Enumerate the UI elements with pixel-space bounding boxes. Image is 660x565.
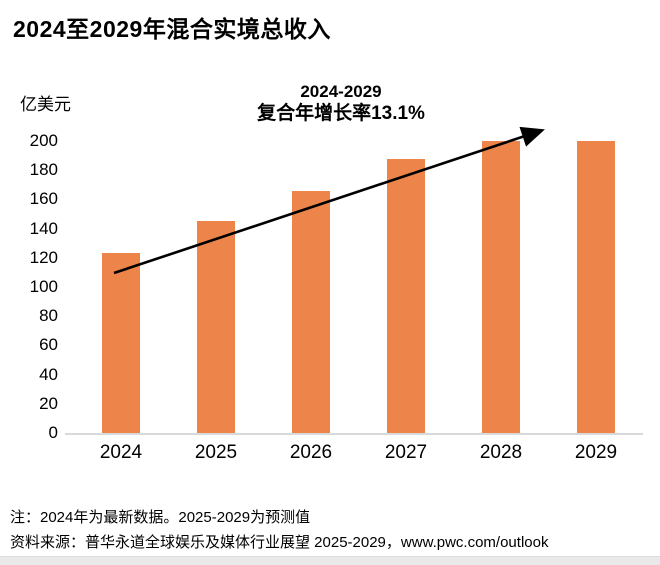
x-tick-label-2029: 2029 — [574, 442, 618, 463]
y-tick-label-80: 80 — [39, 306, 58, 326]
bar-2025 — [197, 221, 235, 433]
x-tick-label-2025: 2025 — [194, 442, 238, 463]
bar-2029 — [577, 141, 615, 433]
bar-2028 — [482, 141, 520, 433]
bar-2027 — [387, 158, 425, 433]
x-axis-baseline — [65, 433, 643, 435]
cagr-annotation-rate: 复合年增长率13.1% — [257, 103, 425, 124]
cagr-annotation-period: 2024-2029 — [300, 82, 382, 101]
x-tick-label-2024: 2024 — [99, 442, 143, 463]
y-tick-label-140: 140 — [29, 218, 58, 238]
y-tick-label-160: 160 — [29, 189, 58, 209]
y-tick-label-200: 200 — [29, 131, 58, 150]
cagr-annotation: 2024-2029 复合年增长率13.1% — [221, 82, 461, 125]
y-tick-label-100: 100 — [29, 277, 58, 296]
bar-2026 — [292, 190, 330, 433]
x-tick-label-2026: 2026 — [289, 442, 333, 463]
x-tick-label-2027: 2027 — [384, 442, 428, 463]
x-tick-label-2028: 2028 — [479, 442, 523, 463]
y-tick-label-60: 60 — [39, 335, 58, 355]
bottom-edge-divider — [0, 556, 660, 565]
y-tick-label-40: 40 — [39, 364, 58, 384]
y-tick-label-120: 120 — [29, 247, 58, 267]
chart-title: 2024至2029年混合实境总收入 — [13, 16, 331, 42]
bar-2024 — [102, 253, 140, 433]
footnote: 注：2024年为最新数据。2025-2029为预测值 — [10, 509, 311, 526]
y-tick-label-20: 20 — [39, 393, 58, 413]
y-axis-unit-label: 亿美元 — [20, 95, 71, 114]
source-attribution: 资料来源：普华永道全球娱乐及媒体行业展望 2025-2029，www.pwc.c… — [10, 534, 549, 551]
y-tick-label-0: 0 — [48, 423, 58, 442]
y-tick-label-180: 180 — [29, 160, 58, 180]
